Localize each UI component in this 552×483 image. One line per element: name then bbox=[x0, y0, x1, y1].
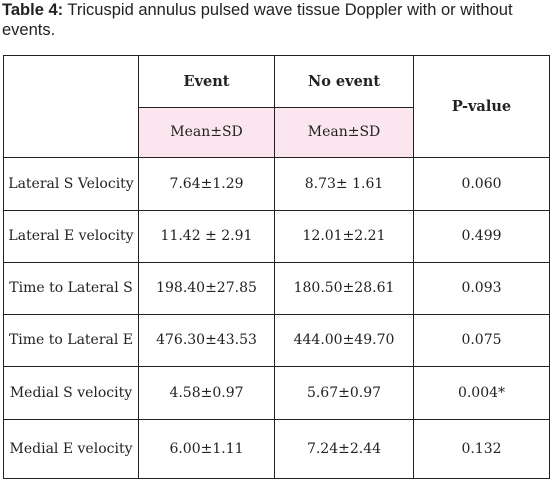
event-value: 476.30±43.53 bbox=[138, 314, 275, 367]
table-row: Lateral S Velocity 7.64±1.29 8.73± 1.61 … bbox=[3, 157, 550, 211]
event-value: 6.00±1.11 bbox=[138, 419, 275, 479]
table-row: Lateral E velocity 11.42 ± 2.91 12.01±2.… bbox=[3, 210, 550, 263]
subheader-row: Mean±SD Mean±SD bbox=[4, 107, 550, 158]
header-event: Event bbox=[138, 55, 275, 108]
row-label: Medial S velocity bbox=[3, 366, 139, 420]
data-table: Event No event P-value Mean±SD Mean±SD L… bbox=[3, 55, 550, 479]
table-row: Time to Lateral S 198.40±27.85 180.50±28… bbox=[3, 262, 550, 315]
row-label: Lateral S Velocity bbox=[3, 157, 139, 211]
no-event-value: 12.01±2.21 bbox=[274, 210, 414, 263]
event-value: 198.40±27.85 bbox=[138, 262, 275, 315]
table-row: Medial E velocity 6.00±1.11 7.24±2.44 0.… bbox=[3, 419, 550, 479]
p-value: 0.075 bbox=[413, 314, 550, 367]
p-value: 0.093 bbox=[413, 262, 550, 315]
row-label: Time to Lateral S bbox=[3, 262, 139, 315]
no-event-value: 5.67±0.97 bbox=[274, 366, 414, 420]
header-p-value: P-value bbox=[413, 55, 550, 158]
no-event-value: 180.50±28.61 bbox=[274, 262, 414, 315]
table-row: Time to Lateral E 476.30±43.53 444.00±49… bbox=[3, 314, 550, 367]
p-value: 0.060 bbox=[413, 157, 550, 211]
no-event-value: 7.24±2.44 bbox=[274, 419, 414, 479]
header-no-event: No event bbox=[274, 55, 414, 108]
row-label: Lateral E velocity bbox=[3, 210, 139, 263]
table-row: Medial S velocity 4.58±0.97 5.67±0.97 0.… bbox=[3, 366, 550, 420]
no-event-value: 444.00±49.70 bbox=[274, 314, 414, 367]
caption-label: Table 4: bbox=[2, 1, 64, 19]
p-value: 0.004* bbox=[413, 366, 550, 420]
event-value: 11.42 ± 2.91 bbox=[138, 210, 275, 263]
header-row: Event No event P-value bbox=[3, 55, 550, 158]
empty-header-cell bbox=[3, 55, 139, 158]
subheader-event-mean-sd: Mean±SD bbox=[138, 107, 275, 158]
no-event-value: 8.73± 1.61 bbox=[274, 157, 414, 211]
event-value: 4.58±0.97 bbox=[138, 366, 275, 420]
caption-text: Tricuspid annulus pulsed wave tissue Dop… bbox=[2, 1, 513, 39]
row-label: Time to Lateral E bbox=[3, 314, 139, 367]
table-caption: Table 4: Tricuspid annulus pulsed wave t… bbox=[0, 0, 550, 40]
event-value: 7.64±1.29 bbox=[138, 157, 275, 211]
p-value: 0.499 bbox=[413, 210, 550, 263]
subheader-no-event-mean-sd: Mean±SD bbox=[274, 107, 414, 158]
row-label: Medial E velocity bbox=[3, 419, 139, 479]
p-value: 0.132 bbox=[413, 419, 550, 479]
